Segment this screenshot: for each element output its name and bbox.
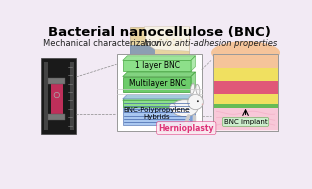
Circle shape (180, 33, 182, 35)
Polygon shape (144, 26, 189, 51)
Circle shape (197, 100, 199, 102)
Polygon shape (191, 72, 196, 92)
Polygon shape (123, 94, 196, 99)
Polygon shape (123, 96, 196, 100)
Polygon shape (191, 56, 196, 71)
Circle shape (173, 33, 175, 35)
Circle shape (166, 33, 168, 35)
Text: In vivo anti-adhesion properties: In vivo anti-adhesion properties (144, 39, 277, 48)
Ellipse shape (196, 84, 200, 95)
Polygon shape (123, 77, 191, 92)
Text: 1 layer BNC: 1 layer BNC (135, 61, 180, 70)
Polygon shape (123, 100, 191, 107)
Bar (48, 78, 65, 84)
Ellipse shape (190, 84, 194, 94)
Bar (44, 62, 47, 130)
Bar (51, 80, 63, 120)
Circle shape (173, 44, 175, 46)
Circle shape (169, 104, 175, 110)
Circle shape (159, 33, 161, 35)
Bar (213, 81, 278, 94)
Bar (48, 114, 65, 120)
Text: BNC-Polypropylene
Hybrids: BNC-Polypropylene Hybrids (124, 107, 190, 120)
Circle shape (166, 44, 168, 46)
Bar (213, 94, 278, 104)
Text: Hernioplasty: Hernioplasty (158, 124, 214, 132)
Circle shape (173, 39, 175, 41)
Ellipse shape (172, 100, 198, 117)
Circle shape (159, 44, 161, 46)
Bar (41, 58, 76, 134)
Circle shape (188, 94, 203, 110)
Polygon shape (123, 72, 196, 77)
Circle shape (180, 39, 182, 41)
Bar (213, 108, 278, 130)
Bar (70, 62, 74, 130)
Bar (123, 99, 191, 125)
Polygon shape (191, 96, 196, 107)
Bar (212, 54, 279, 131)
Bar (213, 104, 278, 108)
Bar (130, 45, 155, 60)
Bar (213, 54, 278, 68)
Polygon shape (191, 94, 196, 125)
Circle shape (180, 44, 182, 46)
Circle shape (159, 39, 161, 41)
Bar (116, 54, 202, 131)
Text: Multilayer BNC: Multilayer BNC (129, 79, 186, 88)
Circle shape (202, 104, 203, 105)
Polygon shape (123, 56, 196, 60)
Circle shape (166, 39, 168, 41)
Polygon shape (123, 60, 191, 71)
Text: BNC implant: BNC implant (224, 119, 267, 125)
Bar (212, 54, 279, 131)
Text: Bacterial nanocellulose (BNC): Bacterial nanocellulose (BNC) (48, 26, 271, 39)
Bar (213, 68, 278, 81)
Text: Mechanical characterization: Mechanical characterization (43, 39, 161, 48)
Bar (130, 26, 189, 60)
Ellipse shape (211, 41, 280, 64)
